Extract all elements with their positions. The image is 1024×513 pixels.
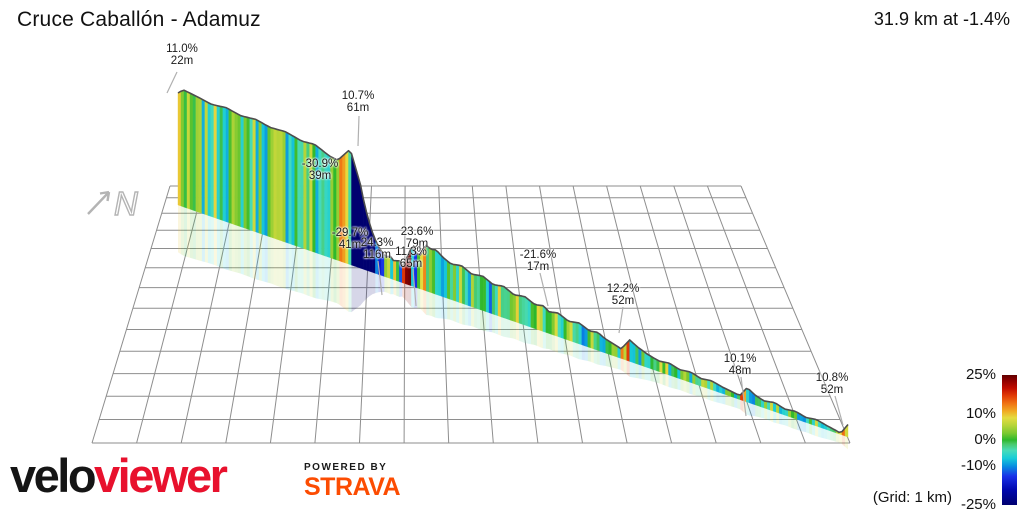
profile-top-edge [177, 89, 849, 434]
gradient-legend-bar [1002, 375, 1017, 505]
annotation-leader-lines [166, 71, 844, 426]
logo-velo-text: velo [10, 449, 97, 502]
strava-logo: STRAVA [304, 473, 401, 501]
grid-scale-note: (Grid: 1 km) [872, 489, 952, 506]
powered-by-label: POWERED BY [304, 462, 388, 473]
legend-tick-label: -25% [960, 496, 996, 513]
north-arrow-icon: N [87, 184, 139, 223]
strava-attribution[interactable]: POWERED BY STRAVA [304, 462, 401, 501]
legend-tick-label: 0% [974, 431, 996, 448]
legend-tick-label: 10% [965, 405, 996, 422]
legend-tick-label: -10% [960, 457, 996, 474]
veloviewer-logo[interactable]: veloviewer [10, 449, 228, 502]
legend-tick-label: 25% [965, 366, 996, 383]
logo-viewer-text: viewer [94, 449, 228, 502]
page-title: Cruce Caballón - Adamuz [17, 8, 261, 31]
route-summary: 31.9 km at -1.4% [873, 9, 1010, 29]
route-shadow [178, 205, 848, 450]
north-label: N [114, 185, 138, 222]
